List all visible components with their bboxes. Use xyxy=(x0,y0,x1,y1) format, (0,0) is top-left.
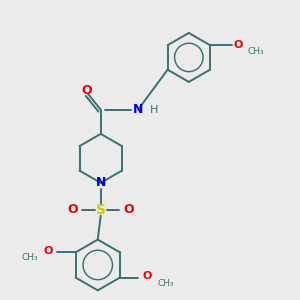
Text: H: H xyxy=(149,105,158,115)
Text: CH₃: CH₃ xyxy=(248,47,265,56)
Text: O: O xyxy=(44,246,53,256)
Text: O: O xyxy=(81,84,92,97)
Text: S: S xyxy=(96,203,106,217)
Text: O: O xyxy=(124,203,134,216)
Text: CH₃: CH₃ xyxy=(21,253,38,262)
Text: CH₃: CH₃ xyxy=(158,278,174,287)
Text: N: N xyxy=(133,103,143,116)
Text: O: O xyxy=(234,40,243,50)
Text: O: O xyxy=(143,271,152,281)
Text: N: N xyxy=(95,176,106,189)
Text: O: O xyxy=(67,203,78,216)
